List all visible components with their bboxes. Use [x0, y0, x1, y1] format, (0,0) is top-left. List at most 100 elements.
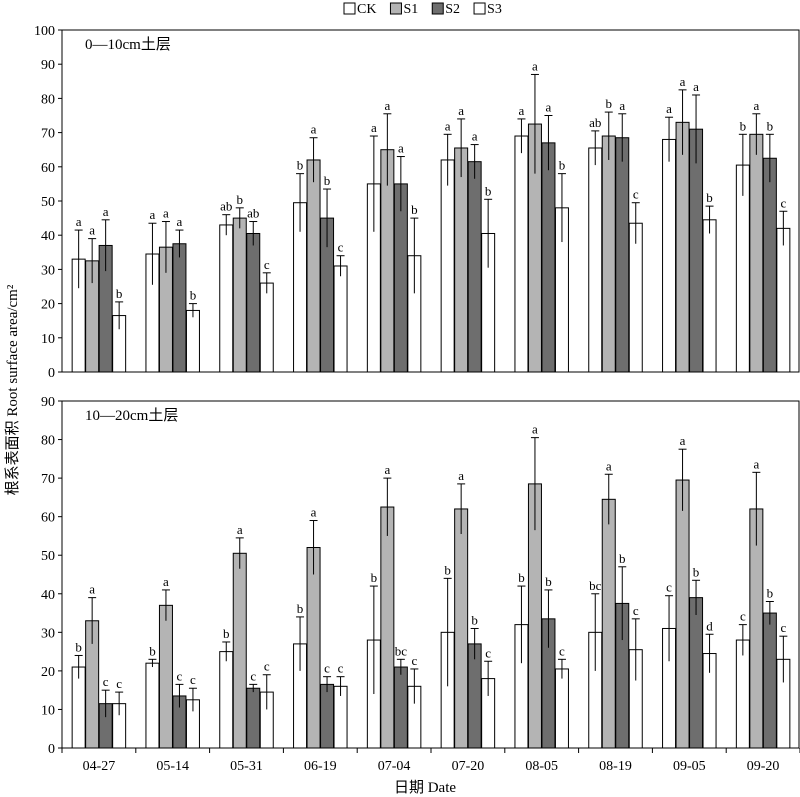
- significance-label: a: [532, 58, 538, 73]
- x-tick-label: 07-04: [378, 759, 411, 774]
- bar: [380, 506, 395, 749]
- significance-label: b: [116, 286, 123, 301]
- bar: [172, 243, 187, 373]
- significance-label: b: [324, 173, 331, 188]
- bar-group: b: [145, 643, 160, 749]
- significance-label: c: [559, 643, 565, 658]
- significance-label: b: [223, 626, 230, 641]
- significance-label: a: [532, 422, 538, 437]
- bar-group: a: [689, 79, 704, 373]
- bar-group: b: [219, 626, 234, 749]
- x-axis-label: 日期 Date: [394, 779, 456, 796]
- bar-group: b: [541, 574, 556, 749]
- significance-label: bc: [589, 578, 602, 593]
- significance-label: b: [149, 643, 156, 658]
- significance-label: a: [606, 458, 612, 473]
- y-tick-label: 10: [41, 332, 55, 347]
- bar-group: c: [320, 661, 335, 749]
- y-tick-label: 10: [41, 703, 55, 718]
- significance-label: a: [89, 582, 95, 597]
- bar: [246, 232, 261, 373]
- y-tick-label: 80: [41, 92, 55, 107]
- significance-label: a: [458, 103, 464, 118]
- bar-group: c: [259, 257, 274, 373]
- significance-label: b: [485, 183, 492, 198]
- significance-label: a: [371, 120, 377, 135]
- bar-group: b: [762, 118, 777, 373]
- significance-label: b: [606, 96, 613, 111]
- significance-label: c: [633, 187, 639, 202]
- bar: [232, 217, 247, 373]
- legend-label: S2: [445, 2, 460, 17]
- bar-group: a: [85, 582, 100, 749]
- significance-label: c: [411, 653, 417, 668]
- bar-group: a: [527, 58, 542, 373]
- y-tick-label: 30: [41, 626, 55, 641]
- significance-label: c: [103, 674, 109, 689]
- bar: [628, 222, 643, 373]
- bar: [776, 227, 791, 373]
- bar-group: a: [527, 422, 542, 749]
- legend-swatch: [389, 2, 402, 15]
- bar-group: a: [366, 120, 381, 373]
- significance-label: a: [311, 122, 317, 137]
- bar-group: b: [615, 551, 630, 749]
- legend-swatch: [473, 2, 486, 15]
- bar: [440, 159, 455, 373]
- significance-label: a: [76, 214, 82, 229]
- x-tick-label: 05-14: [156, 759, 189, 774]
- legend-item-s1: S1: [389, 2, 418, 17]
- bar: [306, 547, 321, 749]
- bar-group: a: [454, 103, 469, 373]
- y-tick-label: 40: [41, 588, 55, 603]
- significance-label: b: [693, 564, 700, 579]
- bar-group: a: [172, 214, 187, 373]
- bar-group: b: [366, 570, 381, 749]
- x-tick-label: 08-19: [599, 759, 632, 774]
- y-tick-label: 40: [41, 229, 55, 244]
- y-tick-label: 50: [41, 549, 55, 564]
- bar: [615, 137, 630, 373]
- bar-group: a: [514, 103, 529, 373]
- panel-title: 0—10cm土层: [85, 36, 171, 53]
- bar-group: c: [112, 676, 127, 749]
- legend-swatch: [343, 2, 356, 15]
- significance-label: b: [767, 118, 774, 133]
- significance-label: a: [680, 74, 686, 89]
- significance-label: a: [445, 118, 451, 133]
- y-tick-label: 70: [41, 472, 55, 487]
- significance-label: b: [767, 585, 774, 600]
- legend: CK S1 S2 S3: [343, 2, 502, 17]
- bar-group: bc: [393, 643, 408, 749]
- significance-label: a: [458, 468, 464, 483]
- bar-group: b: [702, 190, 717, 373]
- significance-label: c: [485, 645, 491, 660]
- significance-label: a: [753, 98, 759, 113]
- bar: [762, 157, 777, 373]
- bar-group: c: [246, 668, 261, 749]
- bar: [467, 643, 482, 749]
- bar-group: a: [380, 98, 395, 373]
- bar-group: c: [407, 653, 422, 749]
- bar-group: bc: [588, 578, 603, 749]
- x-tick-label: 05-31: [230, 759, 263, 774]
- bar: [689, 128, 704, 373]
- significance-label: b: [297, 601, 304, 616]
- bar-group: b: [554, 158, 569, 373]
- bar: [702, 219, 717, 373]
- significance-label: c: [177, 668, 183, 683]
- significance-label: b: [740, 118, 747, 133]
- y-tick-label: 90: [41, 58, 55, 73]
- bar-group: b: [440, 562, 455, 749]
- bar: [662, 138, 677, 373]
- bar: [601, 135, 616, 373]
- bar-group: a: [615, 98, 630, 373]
- significance-label: a: [384, 98, 390, 113]
- bar-group: b: [112, 286, 127, 373]
- significance-label: a: [89, 223, 95, 238]
- legend-label: S3: [487, 2, 502, 17]
- significance-label: a: [693, 79, 699, 94]
- significance-label: b: [371, 570, 378, 585]
- bar-group: a: [749, 456, 764, 749]
- bar-group: a: [467, 129, 482, 373]
